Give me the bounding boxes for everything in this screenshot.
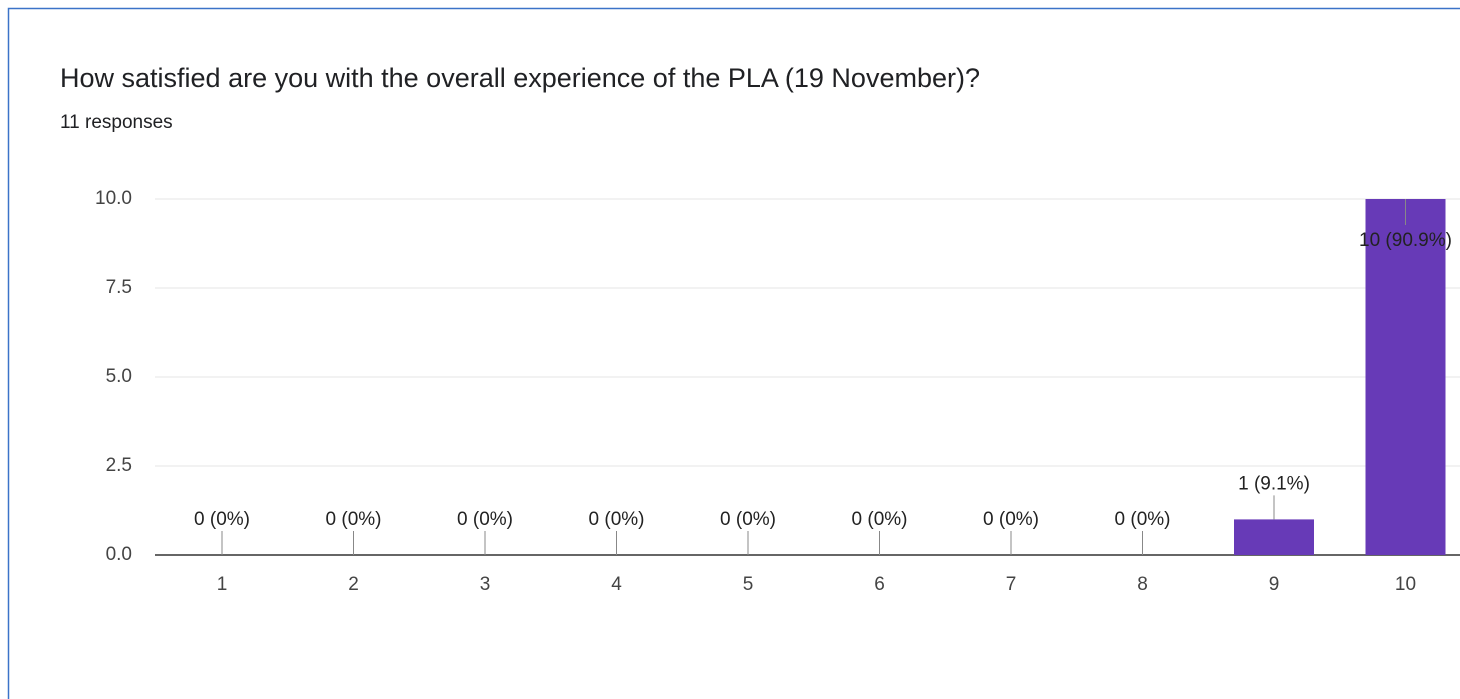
x-tick-label: 3 <box>480 574 491 595</box>
value-label: 0 (0%) <box>589 509 645 530</box>
chart-title: How satisfied are you with the overall e… <box>60 63 980 93</box>
value-label: 0 (0%) <box>194 509 250 530</box>
x-tick-label: 6 <box>874 574 885 595</box>
x-tick-label: 8 <box>1137 574 1148 595</box>
value-label: 0 (0%) <box>1115 509 1171 530</box>
value-label: 1 (9.1%) <box>1238 473 1310 494</box>
y-tick-label: 5.0 <box>106 366 132 387</box>
value-label: 0 (0%) <box>457 509 513 530</box>
bar <box>1234 519 1314 555</box>
value-label: 10 (90.9%) <box>1359 230 1452 251</box>
x-tick-label: 4 <box>611 574 622 595</box>
x-tick-label: 2 <box>348 574 359 595</box>
value-label: 0 (0%) <box>720 509 776 530</box>
y-tick-label: 7.5 <box>106 277 132 298</box>
value-label: 0 (0%) <box>983 509 1039 530</box>
x-tick-label: 1 <box>217 574 228 595</box>
value-label: 0 (0%) <box>852 509 908 530</box>
x-tick-label: 9 <box>1269 574 1280 595</box>
y-tick-label: 0.0 <box>106 544 132 565</box>
frame-border <box>7 7 1460 699</box>
y-tick-label: 10.0 <box>95 188 132 209</box>
value-label: 0 (0%) <box>326 509 382 530</box>
x-tick-label: 10 <box>1395 574 1416 595</box>
chart-subtitle: 11 responses <box>60 112 173 133</box>
x-tick-label: 5 <box>743 574 754 595</box>
y-tick-label: 2.5 <box>106 455 132 476</box>
bar <box>1365 199 1446 555</box>
x-tick-label: 7 <box>1006 574 1017 595</box>
